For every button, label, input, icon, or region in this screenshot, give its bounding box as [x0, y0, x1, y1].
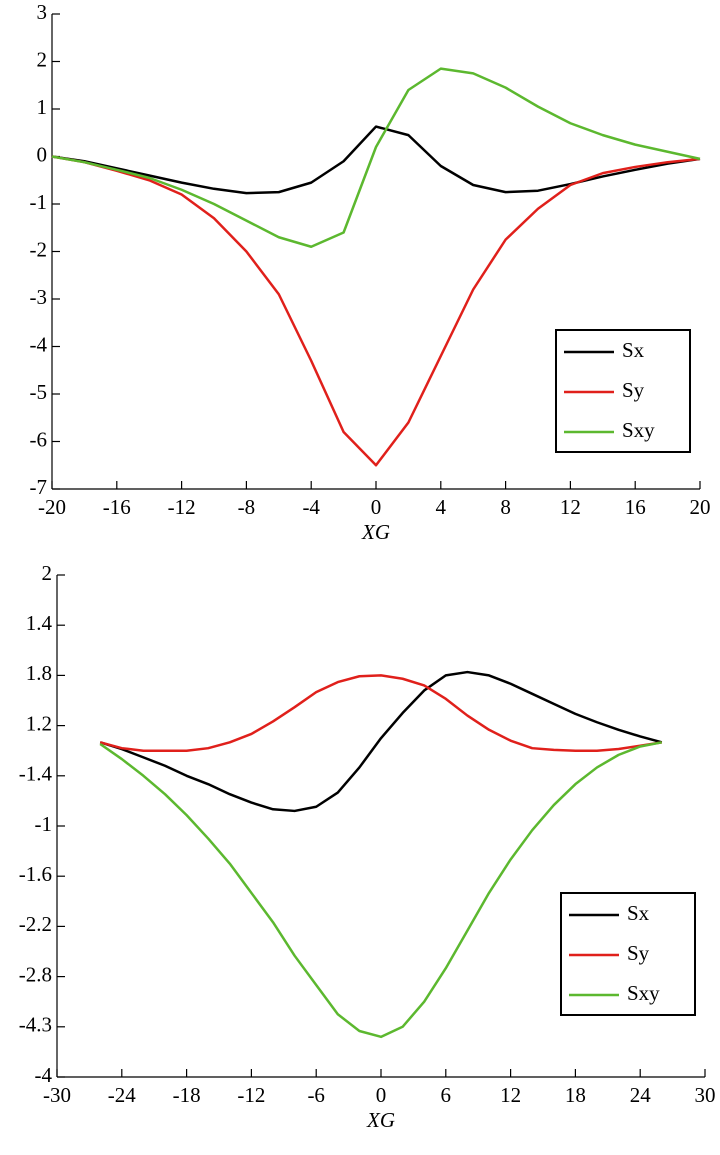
y-tick-label: 2	[42, 561, 53, 585]
legend-label: Sxy	[622, 418, 655, 442]
x-tick-label: -30	[43, 1083, 71, 1107]
x-tick-label: 16	[625, 495, 646, 519]
x-tick-label: -18	[173, 1083, 201, 1107]
legend-label: Sx	[622, 338, 645, 362]
y-tick-label: -3	[30, 285, 48, 309]
legend-label: Sy	[627, 941, 650, 965]
y-tick-label: -2.2	[19, 912, 52, 936]
x-tick-label: -24	[108, 1083, 136, 1107]
series-line	[99, 741, 663, 1039]
y-tick-label: 1.4	[26, 611, 53, 635]
legend-label: Sy	[622, 378, 645, 402]
x-tick-label: -8	[238, 495, 256, 519]
y-tick-label: -5	[30, 380, 48, 404]
y-tick-label: 2	[37, 47, 48, 71]
x-tick-label: 30	[695, 1083, 716, 1107]
y-tick-label: -2	[30, 237, 48, 261]
x-tick-label: -16	[103, 495, 131, 519]
x-tick-label: 8	[500, 495, 511, 519]
y-tick-label: -1	[30, 190, 48, 214]
x-tick-label: 24	[630, 1083, 652, 1107]
series-line	[99, 670, 663, 813]
legend-label: Sxy	[627, 981, 660, 1005]
series-line	[51, 67, 701, 248]
y-tick-label: -4	[35, 1063, 53, 1087]
y-tick-label: -1	[35, 812, 53, 836]
x-tick-label: 18	[565, 1083, 586, 1107]
x-tick-label: 4	[436, 495, 447, 519]
x-tick-label: 0	[376, 1083, 387, 1107]
y-tick-label: -2.8	[19, 962, 52, 986]
y-tick-label: 1.2	[26, 711, 52, 735]
x-tick-label: -12	[168, 495, 196, 519]
series-line	[51, 155, 701, 467]
y-tick-label: -4.3	[19, 1013, 52, 1037]
y-tick-label: 1.8	[26, 661, 52, 685]
y-tick-label: -7	[30, 475, 48, 499]
x-tick-label: -6	[307, 1083, 325, 1107]
x-tick-label: -4	[302, 495, 320, 519]
series-line	[99, 674, 662, 752]
x-tick-label: 20	[690, 495, 711, 519]
y-tick-label: -1.6	[19, 862, 52, 886]
y-tick-label: -6	[30, 427, 48, 451]
y-tick-label: 1	[37, 95, 48, 119]
y-tick-label: 3	[37, 0, 48, 24]
y-tick-label: -1.4	[19, 762, 53, 786]
x-axis-label: XG	[366, 1108, 395, 1132]
x-axis-label: XG	[361, 520, 390, 544]
legend-label: Sx	[627, 901, 650, 925]
x-tick-label: -12	[237, 1083, 265, 1107]
x-tick-label: 12	[560, 495, 581, 519]
y-tick-label: -4	[30, 332, 48, 356]
x-tick-label: 0	[371, 495, 382, 519]
x-tick-label: 6	[441, 1083, 452, 1107]
series-line	[51, 125, 701, 195]
y-tick-label: 0	[37, 142, 48, 166]
x-tick-label: 12	[500, 1083, 521, 1107]
x-tick-label: -20	[38, 495, 66, 519]
